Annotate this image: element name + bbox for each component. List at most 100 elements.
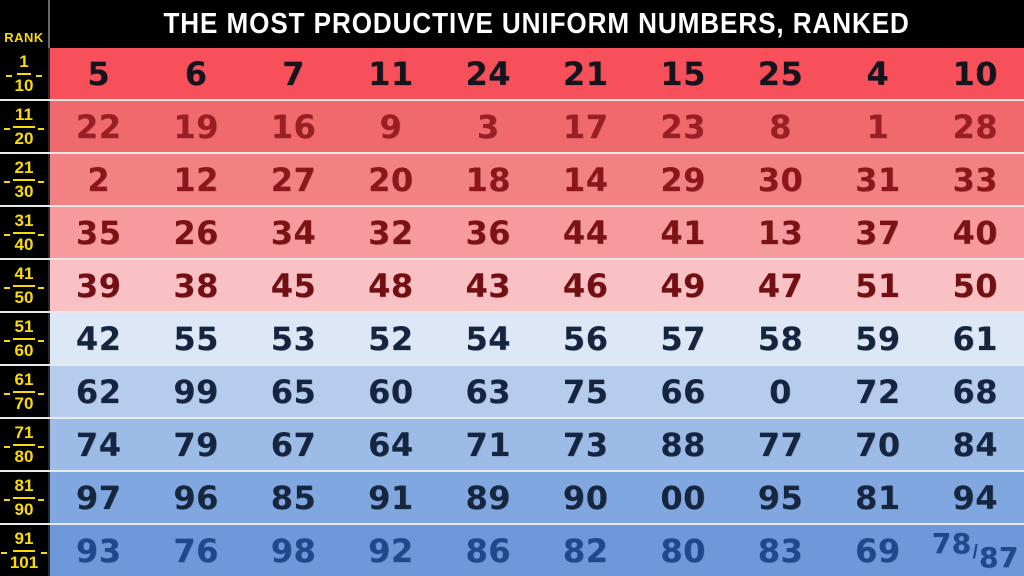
jersey-number: 45 bbox=[270, 266, 317, 305]
table-row: 71 80 74 79 67 64 71 73 88 77 70 84 bbox=[0, 417, 1024, 470]
jersey-number: 82 bbox=[562, 531, 609, 570]
table-row: 1 10 5 6 7 11 24 21 15 25 4 10 bbox=[0, 48, 1024, 99]
rank-cell: 1 10 bbox=[0, 48, 50, 99]
jersey-number: 4 bbox=[866, 54, 890, 93]
rank-fraction: 81 90 bbox=[3, 476, 45, 519]
jersey-number: 70 bbox=[855, 425, 901, 464]
jersey-number: 38 bbox=[173, 266, 219, 305]
table-row: 41 50 39 38 45 48 43 46 49 47 51 50 bbox=[0, 258, 1024, 311]
rank-cell: 31 40 bbox=[0, 207, 50, 258]
jersey-number: 94 bbox=[952, 478, 999, 517]
jersey-number: 41 bbox=[660, 213, 706, 252]
jersey-number: 20 bbox=[368, 160, 414, 199]
rank-range-bottom: 101 bbox=[9, 552, 39, 572]
jersey-number: 76 bbox=[173, 531, 219, 570]
jersey-number: 64 bbox=[368, 425, 414, 464]
rank-range-bottom: 50 bbox=[14, 287, 34, 307]
jersey-number: 27 bbox=[270, 160, 317, 199]
jersey-number: 72 bbox=[855, 372, 901, 411]
table-row: 91 101 93 76 98 92 86 82 80 83 69 78/87 bbox=[0, 523, 1024, 576]
jersey-number: 44 bbox=[562, 213, 609, 252]
jersey-number: 87 bbox=[978, 540, 1019, 574]
jersey-number: 85 bbox=[270, 478, 317, 517]
rank-fraction: 1 10 bbox=[5, 52, 43, 95]
jersey-number: 98 bbox=[270, 531, 317, 570]
jersey-number: 16 bbox=[270, 107, 317, 146]
jersey-number: 54 bbox=[465, 319, 512, 358]
jersey-number: 49 bbox=[660, 266, 706, 305]
jersey-number: 1 bbox=[866, 107, 890, 146]
jersey-number: 57 bbox=[660, 319, 706, 358]
jersey-number: 92 bbox=[368, 531, 414, 570]
jersey-number: 78 bbox=[931, 526, 972, 560]
rank-fraction: 61 70 bbox=[3, 370, 45, 413]
jersey-number: 15 bbox=[660, 54, 706, 93]
jersey-number: 65 bbox=[270, 372, 317, 411]
jersey-number: 53 bbox=[270, 319, 317, 358]
jersey-number: 10 bbox=[952, 54, 999, 93]
rank-cell: 21 30 bbox=[0, 154, 50, 205]
jersey-number: 11 bbox=[368, 54, 414, 93]
number-cells: 42 55 53 52 54 56 57 58 59 61 bbox=[50, 313, 1024, 364]
jersey-number: 18 bbox=[465, 160, 512, 199]
table-row: 51 60 42 55 53 52 54 56 57 58 59 61 bbox=[0, 311, 1024, 364]
jersey-number: 93 bbox=[75, 531, 122, 570]
jersey-number: 7 bbox=[282, 54, 305, 93]
rank-range-top: 81 bbox=[12, 476, 36, 499]
number-cells: 74 79 67 64 71 73 88 77 70 84 bbox=[50, 419, 1024, 470]
jersey-number: 23 bbox=[660, 107, 706, 146]
jersey-number: 67 bbox=[270, 425, 317, 464]
jersey-number: 8 bbox=[769, 107, 792, 146]
jersey-number: 13 bbox=[757, 213, 804, 252]
jersey-number: 56 bbox=[562, 319, 609, 358]
jersey-number: 83 bbox=[757, 531, 804, 570]
jersey-number: 2 bbox=[87, 160, 111, 199]
rank-cell: 51 60 bbox=[0, 313, 50, 364]
jersey-number: 77 bbox=[757, 425, 804, 464]
jersey-number: 17 bbox=[562, 107, 609, 146]
jersey-number: 35 bbox=[75, 213, 122, 252]
jersey-number: 19 bbox=[173, 107, 219, 146]
jersey-number: 73 bbox=[562, 425, 609, 464]
number-cells: 22 19 16 9 3 17 23 8 1 28 bbox=[50, 101, 1024, 152]
jersey-number: 89 bbox=[465, 478, 512, 517]
jersey-number: 66 bbox=[660, 372, 706, 411]
number-cells: 35 26 34 32 36 44 41 13 37 40 bbox=[50, 207, 1024, 258]
jersey-number: 47 bbox=[757, 266, 804, 305]
jersey-number: 55 bbox=[173, 319, 219, 358]
jersey-number: 75 bbox=[562, 372, 609, 411]
jersey-number: 14 bbox=[562, 160, 609, 199]
rank-range-top: 31 bbox=[12, 211, 36, 234]
jersey-number: 34 bbox=[270, 213, 317, 252]
rank-range-bottom: 30 bbox=[14, 181, 34, 201]
jersey-number: 9 bbox=[379, 107, 403, 146]
table-row: 11 20 22 19 16 9 3 17 23 8 1 28 bbox=[0, 99, 1024, 152]
jersey-number: 28 bbox=[952, 107, 999, 146]
jersey-number: 62 bbox=[75, 372, 122, 411]
jersey-number: 39 bbox=[75, 266, 122, 305]
jersey-number: 84 bbox=[952, 425, 999, 464]
number-cells: 5 6 7 11 24 21 15 25 4 10 bbox=[50, 48, 1024, 99]
jersey-number: 69 bbox=[855, 531, 901, 570]
rank-range-bottom: 60 bbox=[14, 340, 34, 360]
jersey-number: 22 bbox=[75, 107, 122, 146]
rank-column-header: RANK bbox=[0, 0, 50, 48]
jersey-number: 43 bbox=[465, 266, 512, 305]
rank-range-top: 11 bbox=[13, 105, 35, 128]
jersey-number: 32 bbox=[368, 213, 414, 252]
rank-range-top: 41 bbox=[12, 264, 36, 287]
rank-cell: 71 80 bbox=[0, 419, 50, 470]
table-row: 61 70 62 99 65 60 63 75 66 0 72 68 bbox=[0, 364, 1024, 417]
jersey-number: 50 bbox=[952, 266, 999, 305]
rank-range-bottom: 20 bbox=[14, 128, 34, 148]
jersey-number: 48 bbox=[368, 266, 414, 305]
rank-fraction: 91 101 bbox=[0, 529, 48, 572]
jersey-number: 00 bbox=[660, 478, 706, 517]
jersey-number: 61 bbox=[952, 319, 999, 358]
jersey-number: 6 bbox=[184, 54, 208, 93]
tie-cell: 78/87 bbox=[932, 529, 1019, 571]
rank-fraction: 11 20 bbox=[4, 105, 44, 148]
table-row: 31 40 35 26 34 32 36 44 41 13 37 40 bbox=[0, 205, 1024, 258]
jersey-number: 91 bbox=[368, 478, 414, 517]
